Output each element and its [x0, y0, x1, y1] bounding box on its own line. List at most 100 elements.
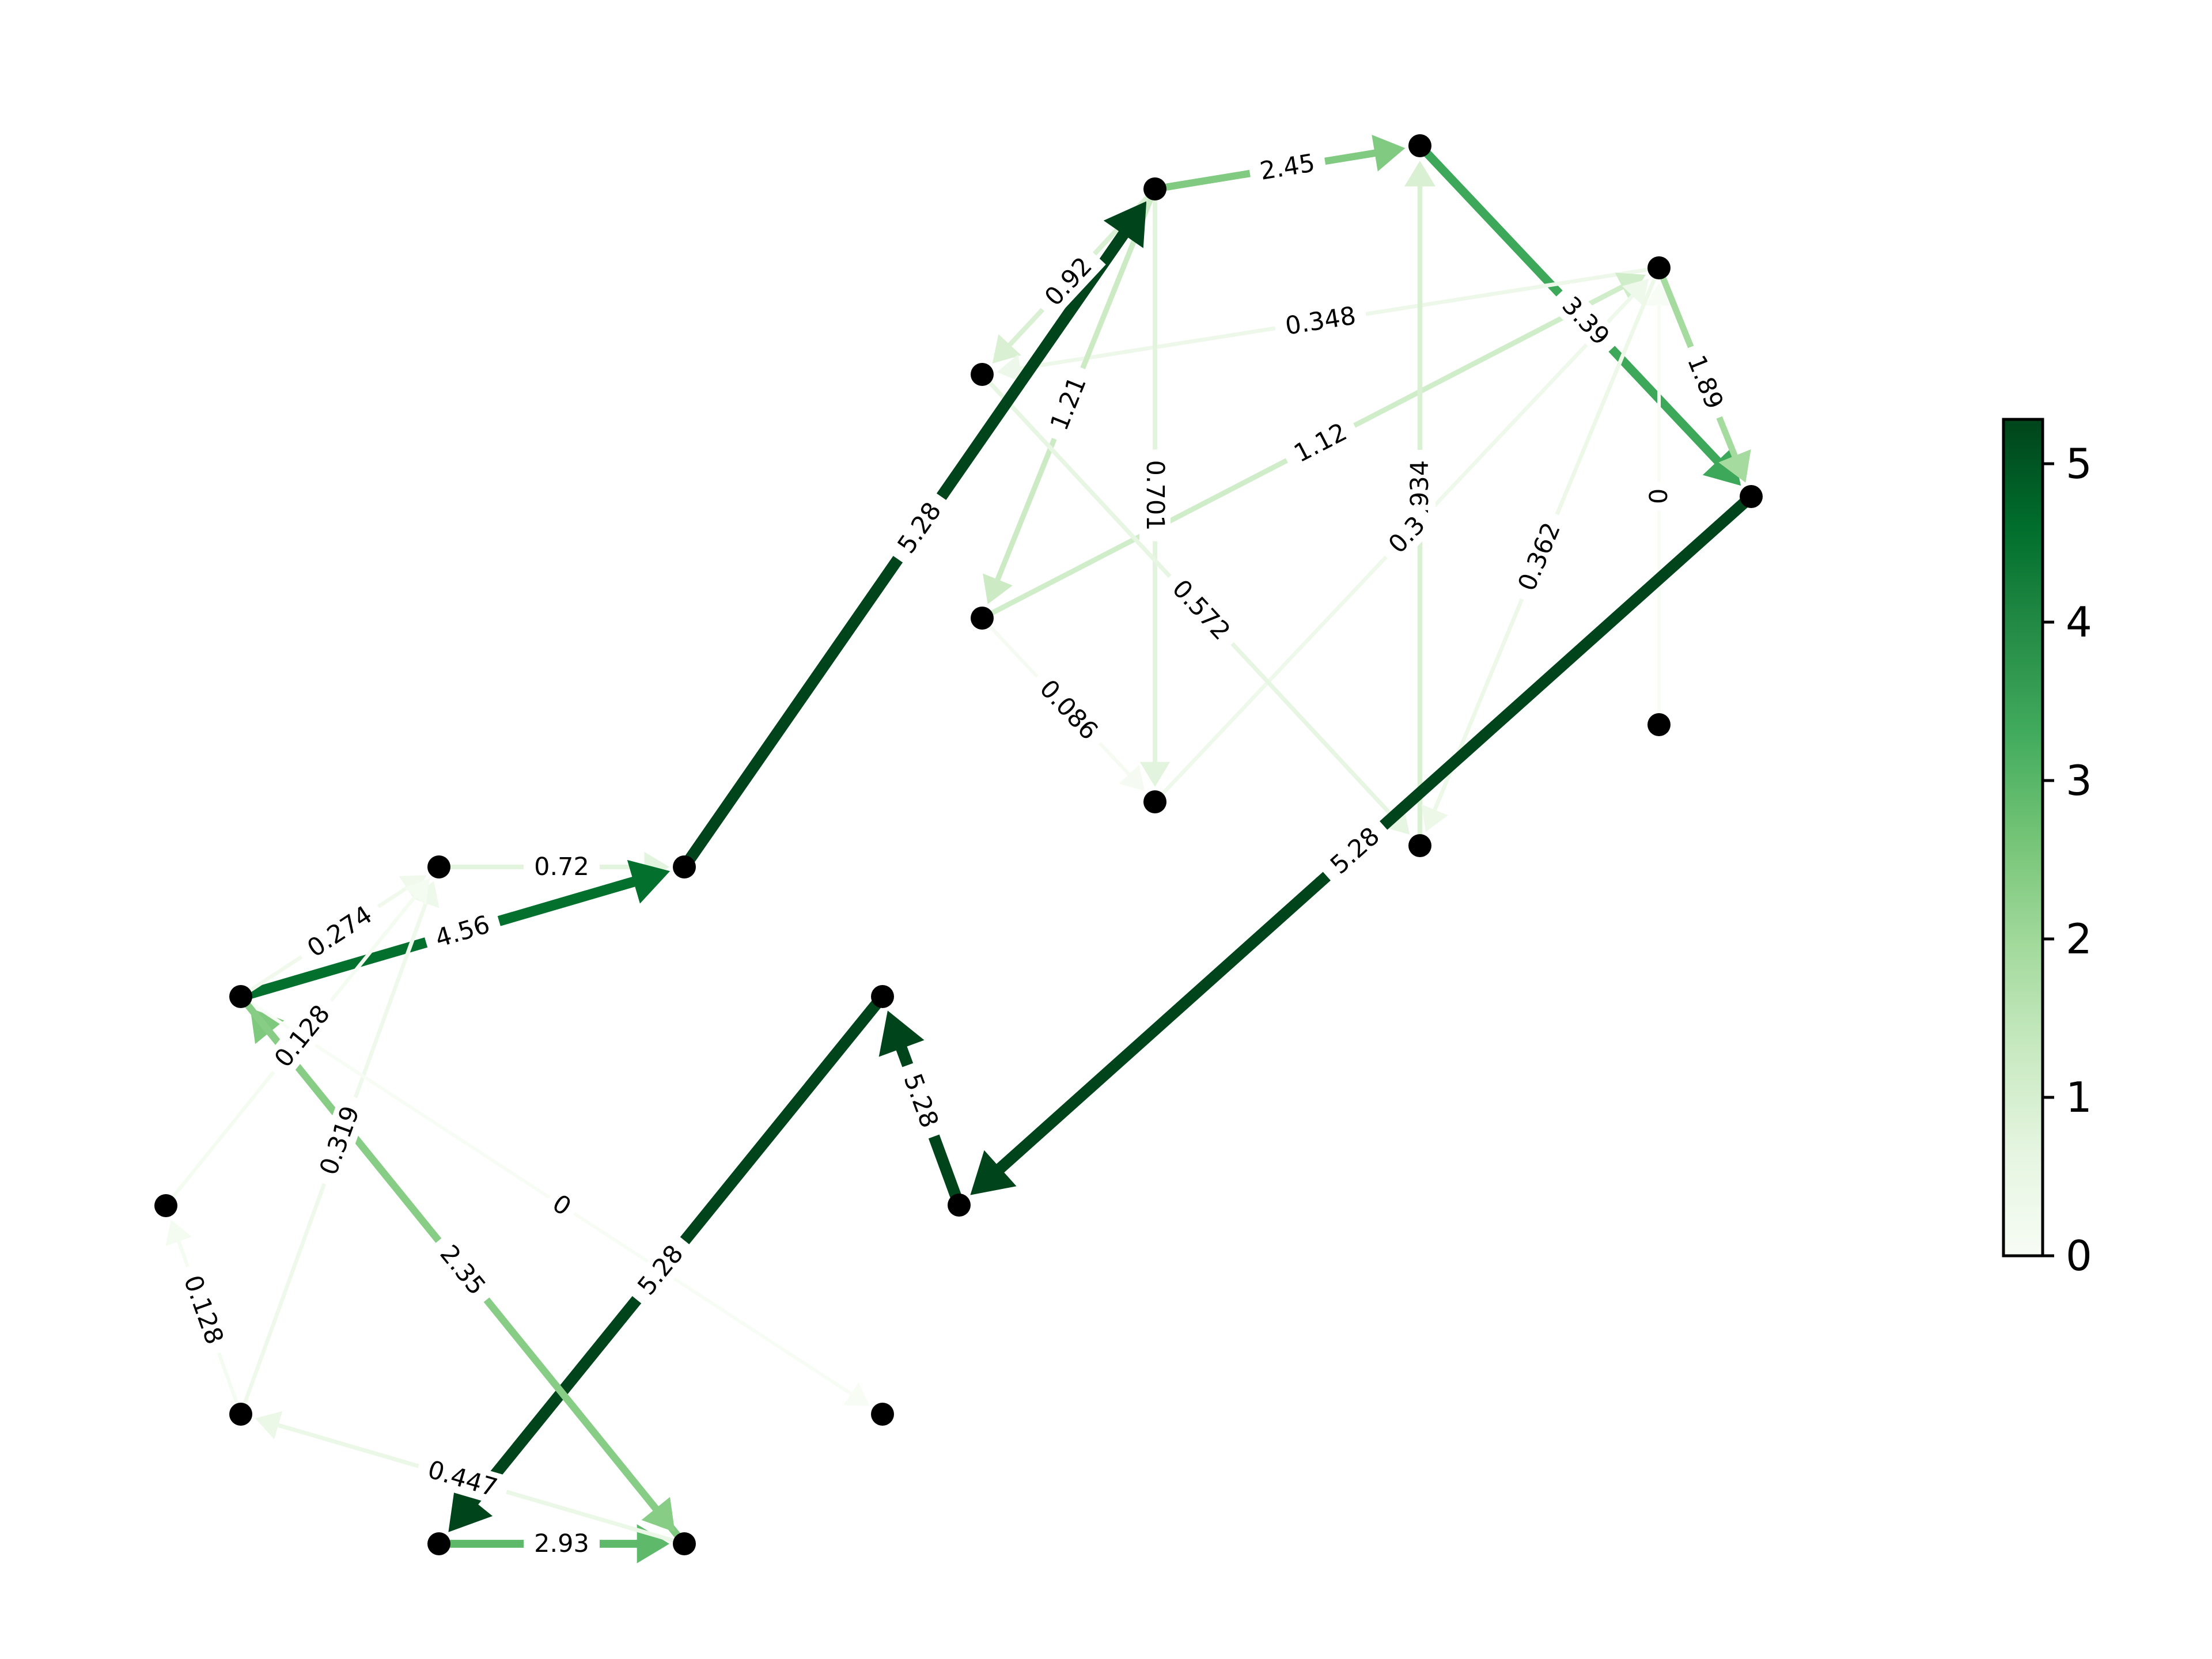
edge-label: 0.086 [1034, 675, 1104, 746]
edge-label-background [1548, 282, 1623, 360]
colorbar-ticks: 0 1 2 3 4 5 [2043, 440, 2092, 1280]
arrowhead-n3-n2 [1645, 283, 1673, 306]
edge-label-background [1040, 362, 1097, 445]
edge-label: 0.362 [1513, 518, 1566, 595]
colorbar-tick-label: 1 [2066, 1073, 2092, 1122]
edge-label-background [1158, 566, 1244, 654]
arrowhead-n18-n17 [255, 1411, 283, 1440]
node-n1 [1408, 134, 1431, 157]
node-n2 [1647, 256, 1671, 279]
edge-label-group: 0.701 [1139, 449, 1171, 541]
node-n8 [971, 607, 994, 630]
edge-label-background [524, 851, 600, 882]
colorbar-gradient [2002, 418, 2044, 1257]
edge-label-group: 0.72 [524, 851, 600, 882]
node-n18 [673, 1532, 696, 1555]
arrowhead-n13-n11 [627, 859, 671, 904]
edge-label: 0.701 [1141, 460, 1169, 531]
arrowhead-n2-n10 [1421, 804, 1448, 832]
arrowhead-n8-n9 [1119, 764, 1145, 791]
arrowhead-n2-n7 [997, 354, 1023, 383]
edge-label-background [173, 1262, 234, 1358]
edge-n13-n19 [239, 995, 853, 1396]
node-n15 [948, 1194, 971, 1217]
edge-label-group: 5.28 [893, 1059, 949, 1142]
edge-label-background [422, 906, 503, 957]
edge-label-group: 0.362 [1508, 508, 1571, 605]
node-n19 [871, 1403, 894, 1426]
edge-label-background [540, 1184, 583, 1227]
edge-label-group: 5.28 [624, 1230, 697, 1310]
edge-label-background [1139, 449, 1171, 541]
node-n7 [971, 363, 994, 386]
arrowhead-n9-n2 [1622, 278, 1649, 306]
edge-label: 2.45 [1258, 149, 1317, 186]
colorbar-tick-label: 0 [2066, 1232, 2092, 1280]
edge-label-background [1025, 666, 1112, 754]
arrowhead-n4-n15 [970, 1150, 1017, 1195]
node-n16 [154, 1194, 177, 1217]
edge-label-background [1279, 411, 1362, 475]
edge-label-group: 1.21 [1040, 362, 1097, 445]
arrowhead-n5-n7 [992, 334, 1021, 363]
arrowhead-n10-n1 [1404, 161, 1436, 187]
node-n3 [1647, 713, 1671, 736]
arrowhead-n17-n16 [165, 1219, 192, 1247]
edge-label: 0.72 [534, 853, 589, 881]
edge-label-group: 2.93 [524, 1528, 600, 1559]
edge-label-background [1508, 508, 1571, 605]
edge-label: 1.12 [1289, 418, 1351, 468]
edge-label-background [426, 1230, 499, 1310]
edge-label-group: 0 [1643, 482, 1675, 511]
edge-label-background [1374, 502, 1440, 568]
edge-label-background [1316, 813, 1394, 888]
edge-label-background [309, 1092, 370, 1189]
edge-label-group: 0.348 [1272, 298, 1369, 344]
edge-label-background [262, 991, 343, 1082]
arrowhead-n13-n22 [641, 1497, 675, 1532]
arrowhead-n16-n12 [404, 878, 430, 906]
node-n17 [229, 1403, 252, 1426]
arrowhead-n5-n9 [1139, 762, 1171, 787]
edge-label-background [1031, 243, 1106, 320]
edge-label-background [1676, 341, 1734, 423]
edge-label-group: 1.89 [1676, 341, 1734, 423]
arrowhead-n5-n8 [983, 573, 1013, 604]
edge-label: 0.128 [269, 999, 336, 1073]
node-n10 [1408, 834, 1431, 857]
node-n5 [1143, 177, 1166, 200]
edge-label-group: 2.35 [426, 1230, 499, 1310]
node-n11 [673, 855, 696, 878]
colorbar: 0 1 2 3 4 5 [2002, 418, 2092, 1280]
edge-label-group: 5.28 [1316, 813, 1394, 888]
edge-label: 0.128 [178, 1272, 229, 1349]
node-n9 [1143, 790, 1166, 813]
edge-label-group: 0 [540, 1184, 583, 1227]
node-n13 [229, 985, 252, 1008]
arrowhead-n13-n19 [843, 1382, 870, 1406]
arrowhead-n2-n4 [1718, 449, 1751, 483]
edge-label: 0 [1645, 488, 1673, 504]
edge-label-background [893, 1059, 949, 1142]
node-n21 [427, 1532, 450, 1555]
arrowhead-n5-n1 [1372, 134, 1406, 172]
node-n14 [871, 985, 894, 1008]
edge-label-background [524, 1528, 600, 1559]
edge-labels-layer: 2.453.390.920.3481.210.7011.1201.890.934… [173, 146, 1734, 1559]
edge-label-group: 0.3 [1374, 502, 1440, 568]
arrowhead-n11-n5 [1103, 201, 1147, 248]
edges-layer [164, 134, 1757, 1563]
edge-label-group: 5.28 [885, 487, 955, 569]
edge-label-group: 0.572 [1158, 566, 1244, 654]
edge-label: 0.274 [302, 900, 377, 963]
colorbar-tick-label: 4 [2066, 598, 2092, 646]
nodes-layer [154, 134, 1763, 1555]
edge-label-background [885, 487, 955, 569]
arrowhead-n1-n4 [1702, 446, 1741, 486]
edge-label-group: 4.56 [422, 906, 503, 957]
edge-label-group: 0.086 [1025, 666, 1112, 754]
colorbar-tick-label: 2 [2066, 915, 2092, 963]
edge-label-background [293, 893, 387, 970]
node-n4 [1740, 485, 1763, 508]
